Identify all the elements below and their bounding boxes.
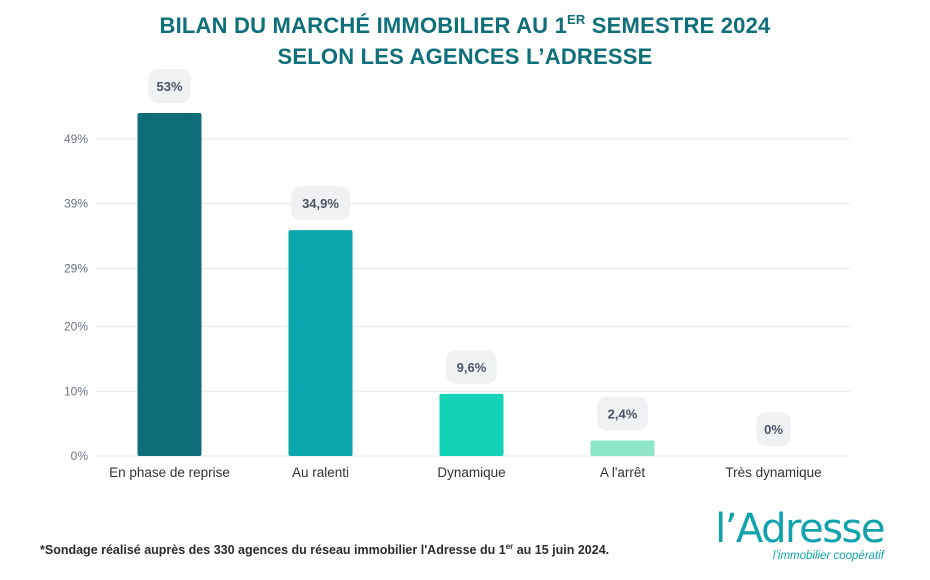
- value-label: 34,9%: [302, 196, 339, 211]
- ladresse-logo: l’Adresse l’immobilier coopératif: [715, 506, 898, 570]
- title-superscript: ER: [567, 12, 586, 27]
- value-badge: [446, 349, 497, 384]
- value-label: 2,4%: [608, 406, 638, 421]
- logo-wordmark: l’Adresse: [715, 506, 885, 552]
- bar: [439, 393, 504, 456]
- category-label: A l'arrêt: [600, 465, 646, 480]
- y-tick-label: 39%: [64, 197, 88, 211]
- bar: [137, 113, 202, 456]
- category-label: Dynamique: [437, 465, 505, 480]
- y-tick-label: 49%: [64, 132, 88, 146]
- bar: [288, 230, 353, 456]
- category-label: En phase de reprise: [109, 465, 230, 480]
- category-label: Très dynamique: [725, 465, 821, 480]
- y-tick-label: 10%: [64, 384, 88, 398]
- y-tick-label: 29%: [64, 261, 88, 275]
- chart-title: BILAN DU MARCHÉ IMMOBILIER AU 1ER SEMEST…: [0, 10, 930, 72]
- value-badge: [291, 186, 350, 221]
- y-tick-label: 0%: [71, 449, 89, 463]
- title-line-1: BILAN DU MARCHÉ IMMOBILIER AU 1ER SEMEST…: [159, 12, 771, 38]
- value-badge: [148, 69, 191, 103]
- value-badge: [756, 412, 791, 446]
- value-label: 53%: [156, 79, 182, 94]
- logo-tagline: l’immobilier coopératif: [772, 550, 884, 562]
- footnote: *Sondage réalisé auprès des 330 agences …: [40, 542, 610, 558]
- value-label: 9,6%: [457, 360, 487, 375]
- y-tick-label: 20%: [64, 320, 88, 334]
- value-badge: [597, 396, 648, 431]
- title-line-2: SELON LES AGENCES L’ADRESSE: [277, 44, 653, 69]
- category-label: Au ralenti: [292, 465, 349, 480]
- value-label: 0%: [764, 422, 783, 437]
- footnote-superscript: er: [505, 542, 514, 551]
- bar: [590, 440, 655, 456]
